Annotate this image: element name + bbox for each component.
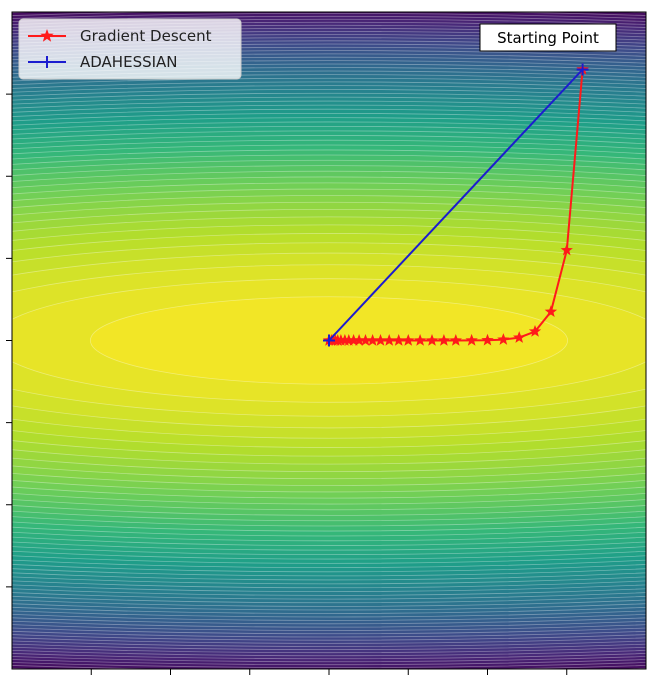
series-line-adahessian [328, 68, 584, 342]
legend-label-gradient-descent: Gradient Descent [80, 27, 212, 45]
marker-gradient-descent [359, 334, 372, 346]
marker-gradient-descent [528, 325, 542, 337]
axis-ticks [6, 93, 568, 675]
legend: Gradient Descent ADAHESSIAN [18, 18, 242, 80]
legend-entry-gradient-descent: Gradient Descent [28, 27, 212, 45]
annotation-starting-point: Starting Point [479, 23, 617, 52]
marker-gradient-descent [481, 333, 494, 346]
legend-label-adahessian: ADAHESSIAN [80, 53, 178, 71]
marker-gradient-descent [437, 334, 451, 346]
marker-adahessian [323, 334, 335, 347]
marker-gradient-descent [366, 334, 379, 346]
marker-gradient-descent [374, 334, 387, 346]
annotation-box [479, 23, 617, 52]
marker-gradient-descent [383, 334, 396, 346]
marker-gradient-descent [347, 334, 360, 346]
annotation-label: Starting Point [497, 29, 599, 47]
marker-gradient-descent [497, 333, 510, 345]
marker-gradient-descent [425, 334, 439, 346]
legend-box [18, 18, 242, 80]
legend-marker-star [40, 29, 54, 42]
marker-gradient-descent [414, 334, 427, 346]
series-layer [322, 63, 589, 347]
marker-gradient-descent [513, 331, 526, 343]
marker-gradient-descent [352, 334, 366, 346]
marker-gradient-descent [402, 334, 415, 346]
marker-gradient-descent [465, 333, 478, 346]
plot-frame [11, 11, 647, 670]
legend-entry-adahessian: ADAHESSIAN [28, 53, 178, 71]
marker-gradient-descent [392, 334, 405, 346]
marker-gradient-descent [560, 243, 573, 256]
marker-gradient-descent [449, 334, 462, 346]
marker-adahessian [576, 63, 589, 76]
marker-gradient-descent [544, 305, 558, 317]
